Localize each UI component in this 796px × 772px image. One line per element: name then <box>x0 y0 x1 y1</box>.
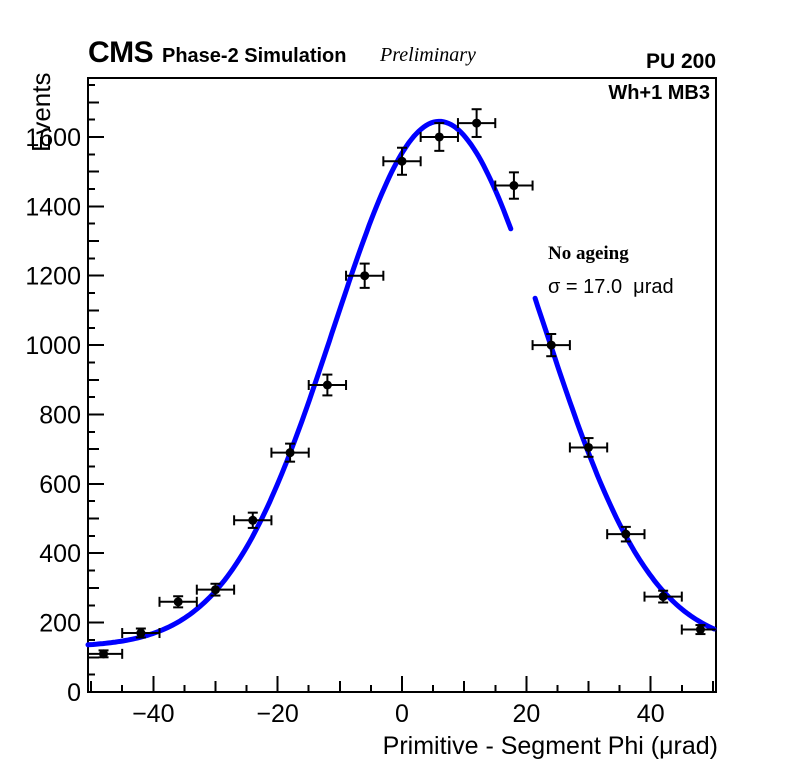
cms-logo-text: CMS <box>88 36 154 69</box>
y-tick-label: 0 <box>67 679 81 707</box>
data-point <box>173 597 183 607</box>
data-point <box>546 340 556 350</box>
x-tick-label: 20 <box>512 700 540 728</box>
x-tick-label: −20 <box>256 700 298 728</box>
y-tick-label: 600 <box>39 471 81 499</box>
y-tick-label: 1000 <box>25 332 81 360</box>
y-tick-label: 1400 <box>25 193 81 221</box>
data-point <box>472 118 482 128</box>
x-tick-label: 0 <box>395 700 409 728</box>
preliminary-label: Preliminary <box>380 44 476 66</box>
data-point <box>248 515 258 525</box>
data-point <box>434 132 444 142</box>
y-tick-label: 800 <box>39 401 81 429</box>
data-point <box>621 529 631 539</box>
sigma-annotation: σ = 17.0 μrad <box>548 276 674 298</box>
data-point <box>360 271 370 281</box>
fit-curve <box>85 118 514 648</box>
y-tick-label: 400 <box>39 540 81 568</box>
data-point <box>322 380 332 390</box>
chamber-label: Wh+1 MB3 <box>608 82 710 104</box>
data-point <box>509 181 519 191</box>
data-point <box>695 625 705 635</box>
data-point <box>658 592 668 602</box>
data-point <box>397 156 407 166</box>
data-point <box>584 442 594 452</box>
x-tick-label: −40 <box>132 700 174 728</box>
x-tick-label: 40 <box>637 700 665 728</box>
y-tick-label: 1200 <box>25 263 81 291</box>
data-point <box>99 649 109 659</box>
x-axis-title: Primitive - Segment Phi (μrad) <box>382 732 718 760</box>
y-tick-label: 1600 <box>25 124 81 152</box>
data-point <box>136 628 146 638</box>
data-point <box>285 448 295 458</box>
y-tick-label: 200 <box>39 610 81 638</box>
fit-curve <box>532 295 717 632</box>
pileup-label: PU 200 <box>645 50 716 73</box>
simulation-subtitle: Phase-2 Simulation <box>162 45 347 67</box>
ageing-annotation: No ageing <box>548 243 629 264</box>
data-point <box>210 585 220 595</box>
